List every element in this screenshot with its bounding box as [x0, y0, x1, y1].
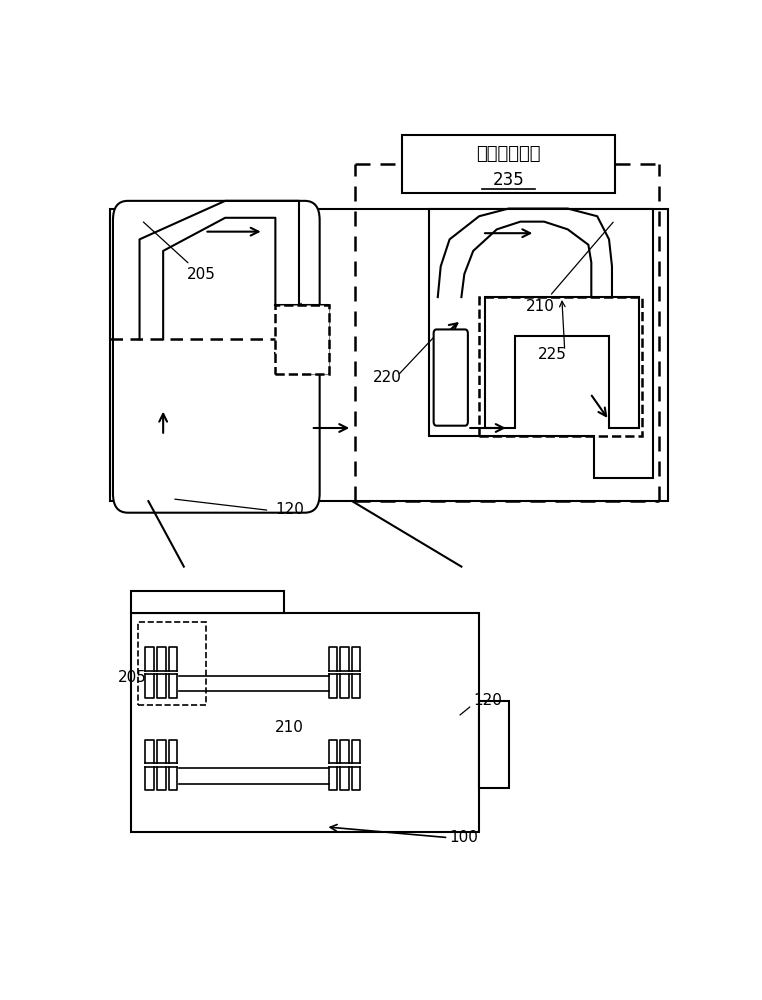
Text: 120: 120 — [473, 693, 502, 708]
FancyBboxPatch shape — [110, 209, 668, 501]
Text: 205: 205 — [143, 222, 216, 282]
FancyBboxPatch shape — [434, 329, 468, 426]
Polygon shape — [131, 591, 284, 613]
Polygon shape — [479, 701, 509, 788]
Text: 225: 225 — [538, 347, 567, 362]
Text: 230: 230 — [301, 303, 331, 323]
FancyBboxPatch shape — [275, 305, 328, 374]
FancyBboxPatch shape — [402, 135, 615, 193]
Text: 220: 220 — [373, 370, 402, 385]
FancyBboxPatch shape — [131, 613, 479, 832]
Text: 210: 210 — [275, 720, 304, 735]
Text: 210: 210 — [527, 222, 613, 314]
Text: 235: 235 — [493, 171, 524, 189]
Polygon shape — [429, 209, 653, 478]
FancyBboxPatch shape — [113, 201, 320, 513]
Polygon shape — [485, 297, 639, 428]
Text: 100: 100 — [450, 830, 479, 845]
Text: 120: 120 — [275, 502, 304, 517]
Text: 颗粒差分模块: 颗粒差分模块 — [476, 145, 541, 163]
Text: 205: 205 — [117, 670, 146, 685]
